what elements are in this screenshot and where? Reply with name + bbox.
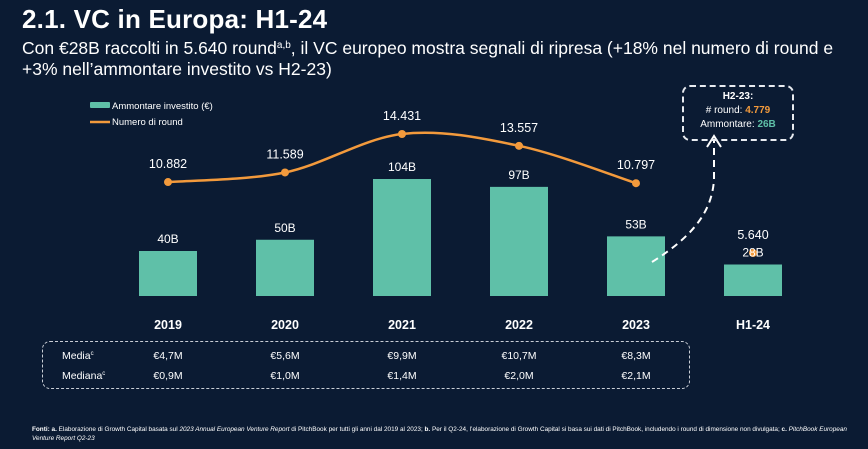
callout-round-label: # round: [705, 105, 746, 116]
legend-bar-swatch [90, 102, 110, 108]
bar-label-H1-24: 28B [742, 246, 763, 260]
mediana-value-2020: €1,0M [270, 370, 300, 382]
rounds-label-2020: 11.589 [266, 147, 303, 161]
callout-amount-value: 26B [757, 119, 776, 130]
media-value-2021: €9,9M [387, 350, 417, 362]
bar-2023 [607, 236, 665, 296]
callout-amount-row: Ammontare: 26B [684, 118, 792, 132]
mediana-value-2023: €2,1M [621, 370, 651, 382]
subtitle-superscript: a,b [276, 40, 291, 51]
footnote: Fonti: a. Elaborazione di Growth Capital… [32, 426, 847, 442]
media-label: Mediac [62, 350, 94, 362]
subtitle-text-start: Con €28B raccolti in 5.640 round [22, 38, 277, 58]
media-value-2020: €5,6M [270, 350, 300, 362]
rounds-label-H1-24: 5.640 [737, 228, 768, 242]
mediana-value-2021: €1,4M [387, 370, 417, 382]
x-tick-label-2023: 2023 [622, 318, 650, 332]
bar-label-2022: 97B [508, 168, 529, 182]
h2-23-callout: H2-23: # round: 4.779 Ammontare: 26B [682, 85, 794, 141]
mediana-label: Medianac [62, 370, 106, 382]
line-layer [164, 130, 757, 257]
x-tick-label-2020: 2020 [271, 318, 299, 332]
rounds-point-2021 [398, 130, 406, 138]
bar-2022 [490, 186, 548, 296]
media-value-2019: €4,7M [153, 350, 183, 362]
bar-label-2020: 50B [274, 221, 295, 235]
x-tick-label-2019: 2019 [154, 318, 182, 332]
callout-amount-label: Ammontare: [700, 119, 758, 130]
bar-H1-24 [724, 264, 782, 296]
callout-title: H2-23: [722, 91, 754, 102]
vc-europe-chart: Ammontare investito (€) Numero di round … [90, 101, 782, 332]
legend-line-label: Numero di round [112, 117, 183, 128]
rounds-label-2022: 13.557 [500, 121, 538, 135]
rounds-label-2021: 14.431 [383, 109, 421, 123]
rounds-label-2023: 10.797 [617, 158, 655, 172]
x-tick-label-2021: 2021 [388, 318, 416, 332]
media-value-2023: €8,3M [621, 350, 651, 362]
bar-2021 [373, 179, 431, 296]
rounds-point-H1-24 [749, 249, 757, 257]
rounds-point-2023 [632, 179, 640, 188]
rounds-point-2020 [281, 168, 289, 177]
mediana-value-2019: €0,9M [153, 370, 183, 382]
page-subtitle: Con €28B raccolti in 5.640 rounda,b, il … [22, 38, 852, 80]
x-tick-label-H1-24: H1-24 [736, 318, 770, 332]
bar-2020 [256, 239, 314, 296]
legend-bar-label: Ammontare investito (€) [112, 101, 213, 112]
callout-round-value: 4.779 [745, 105, 771, 116]
x-tick-label-2022: 2022 [505, 318, 533, 332]
bar-2019 [139, 251, 197, 296]
media-value-2022: €10,7M [501, 350, 537, 362]
rounds-point-2019 [164, 178, 172, 187]
bar-label-2021: 104B [388, 160, 416, 174]
bars-layer [139, 179, 782, 296]
subtitle-text-end: , il VC europeo mostra segnali di ripres… [22, 38, 834, 79]
callout-arrowhead [706, 134, 722, 148]
bar-label-2023: 53B [625, 217, 646, 231]
rounds-line [167, 131, 637, 185]
callout-round-row: # round: 4.779 [684, 104, 792, 118]
rounds-point-2022 [515, 141, 523, 150]
page-title: 2.1. VC in Europa: H1-24 [22, 4, 328, 34]
bar-label-2019: 40B [157, 232, 178, 246]
labels-layer: 40B 2019 50B 2020 104B 2021 97B 2022 53B 2023 28B H… [149, 109, 770, 332]
rounds-label-2019: 10.882 [149, 157, 187, 171]
mediana-value-2022: €2,0M [504, 370, 534, 382]
stats-box [42, 341, 690, 389]
